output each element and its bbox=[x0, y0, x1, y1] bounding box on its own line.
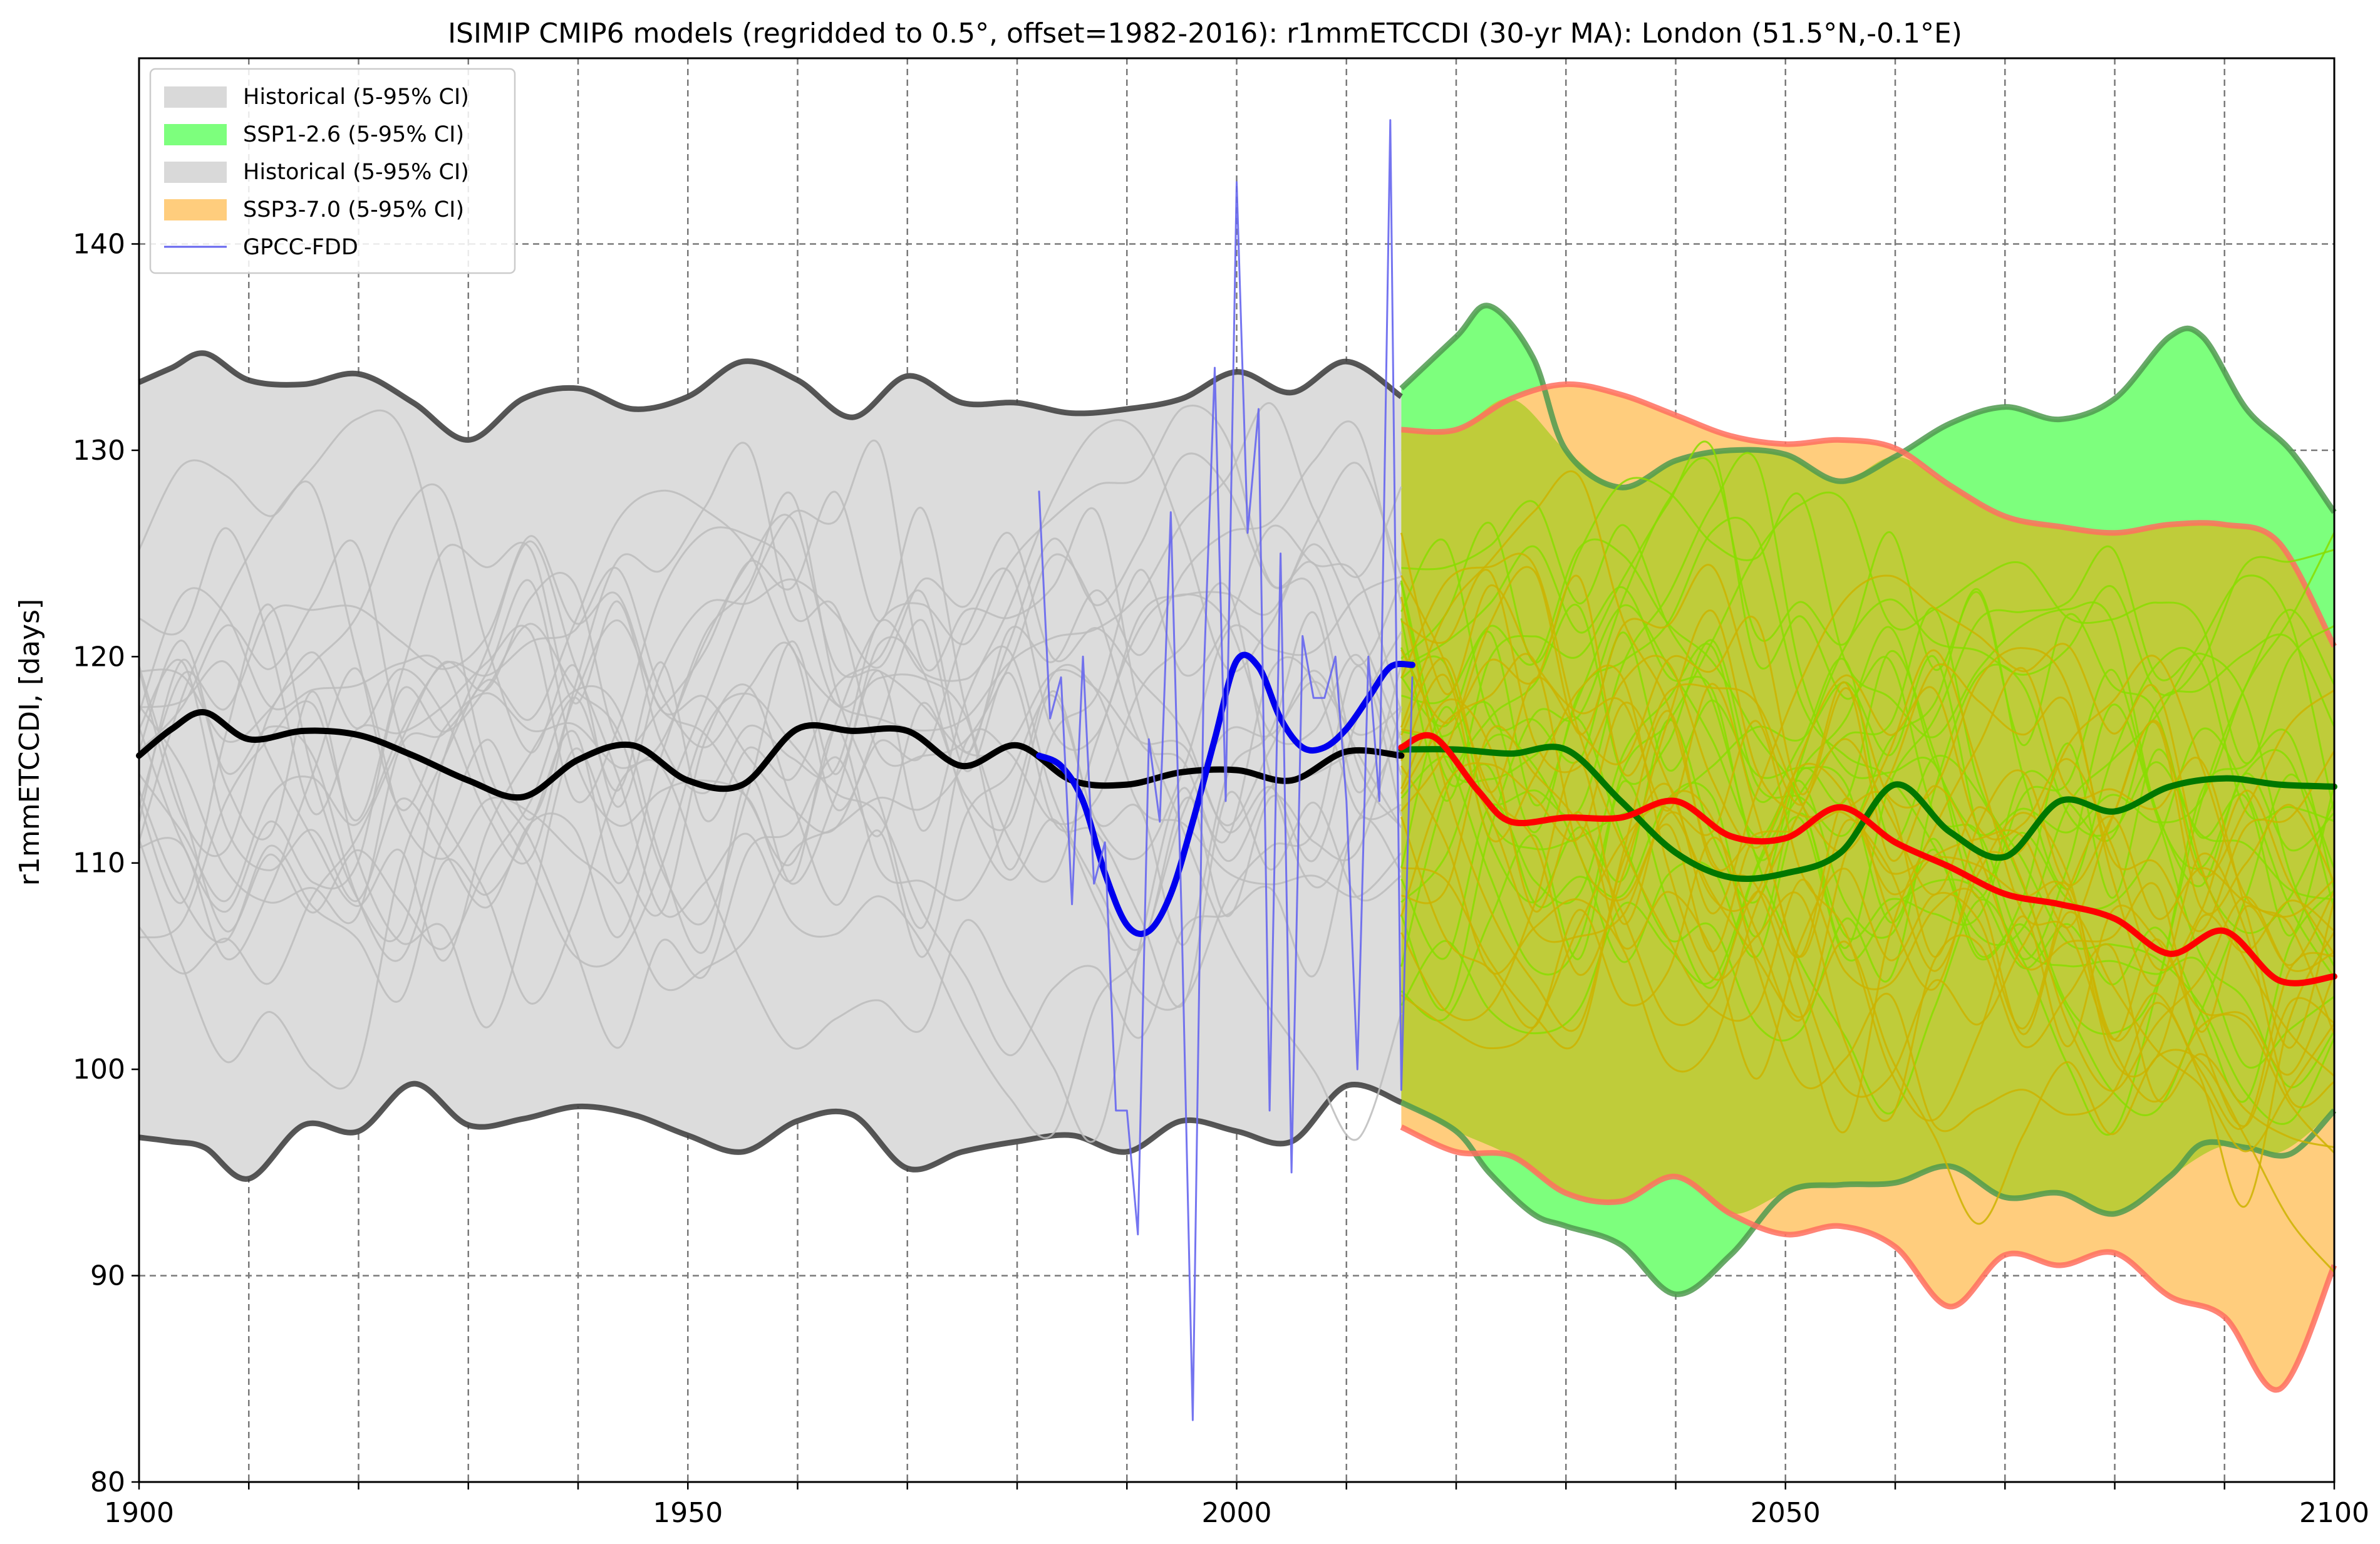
x-tick-label: 2050 bbox=[1751, 1497, 1821, 1529]
ensemble-member-historical bbox=[138, 540, 1402, 1139]
series-line-gpcc-fdd-30-yr-ma bbox=[1036, 651, 1415, 937]
x-tick-label: 2000 bbox=[1202, 1497, 1272, 1529]
y-axis-label: r1mmETCCDI, [days] bbox=[14, 599, 46, 886]
ensemble-member-historical bbox=[138, 541, 1402, 951]
ensemble-member-ssp370 bbox=[1400, 649, 2336, 1154]
ensemble-member-ssp370 bbox=[1400, 564, 2335, 1109]
y-axis-ticks: 80 90 100 110 120 130 140 bbox=[73, 228, 139, 1498]
y-tick-label: 120 bbox=[73, 641, 125, 673]
x-tick-label: 1900 bbox=[104, 1497, 174, 1529]
legend-label: SSP3-7.0 (5-95% CI) bbox=[243, 197, 464, 222]
series-line-ssp1-2-6-median bbox=[1398, 744, 2337, 883]
ensemble-member-ssp126 bbox=[1400, 452, 2336, 978]
legend-label: GPCC-FDD bbox=[243, 235, 358, 260]
ensemble-member-historical bbox=[138, 442, 1402, 865]
ensemble-member-ssp370 bbox=[1400, 574, 2336, 1077]
ensemble-member-ssp126 bbox=[1401, 500, 2336, 1136]
ensemble-member-ssp370 bbox=[1400, 532, 2335, 1127]
ensemble-member-historical bbox=[138, 524, 1402, 871]
ensemble-member-ssp370 bbox=[1400, 664, 2335, 1149]
legend: Historical (5-95% CI) SSP1-2.6 (5-95% CI)… bbox=[149, 68, 516, 274]
x-tick-label: 2100 bbox=[2299, 1497, 2369, 1529]
ensemble-member-ssp126 bbox=[1400, 588, 2335, 967]
ensemble-member-historical bbox=[138, 575, 1402, 1028]
legend-label: Historical (5-95% CI) bbox=[243, 160, 469, 185]
y-tick-label: 100 bbox=[73, 1054, 125, 1085]
x-tick-label: 1950 bbox=[653, 1497, 723, 1529]
ensemble-member-ssp370 bbox=[1400, 569, 2335, 929]
y-tick-label: 80 bbox=[90, 1466, 125, 1498]
ensemble-member-ssp370 bbox=[1400, 552, 2336, 1153]
ensemble-member-historical bbox=[138, 419, 1402, 962]
ensemble-member-ssp126 bbox=[1400, 655, 2336, 1089]
x-axis-ticks: 1900 1950 2000 2050 2100 bbox=[104, 1482, 2369, 1529]
ensemble-member-ssp370 bbox=[1400, 470, 2336, 1134]
ensemble-member-historical bbox=[138, 452, 1402, 992]
series-line-ssp3-7-0-median bbox=[1398, 732, 2337, 987]
ensemble-member-ssp126 bbox=[1400, 549, 2335, 938]
legend-swatch bbox=[164, 86, 227, 108]
legend-swatch bbox=[164, 199, 227, 220]
legend-swatch bbox=[164, 162, 227, 183]
ensemble-member-historical bbox=[138, 405, 1402, 962]
band-ssp126-upper-edge bbox=[1399, 303, 2337, 514]
band-ssp370-upper-edge bbox=[1401, 381, 2337, 648]
series-line-gpcc-fdd bbox=[1038, 119, 1414, 1421]
ensemble-member-historical bbox=[138, 490, 1402, 985]
ensemble-member-ssp370 bbox=[1400, 653, 2336, 1122]
band-historical-upper-edge bbox=[138, 350, 1403, 443]
ensemble-member-ssp126 bbox=[1400, 643, 2336, 1035]
ensemble-member-ssp370 bbox=[1400, 728, 2335, 1078]
series-lines bbox=[136, 119, 2337, 1421]
ensemble-member-ssp126 bbox=[1400, 608, 2336, 1035]
band-ssp126-lower-edge bbox=[1400, 1099, 2337, 1297]
legend-swatch bbox=[164, 124, 227, 145]
ensemble-member-historical bbox=[138, 439, 1402, 1141]
ensemble-member-ssp370 bbox=[1400, 698, 2335, 1080]
y-tick-label: 110 bbox=[73, 847, 125, 879]
ensemble-member-historical bbox=[138, 459, 1402, 1143]
ensemble-member-ssp370 bbox=[1400, 760, 2336, 1208]
ensemble-member-ssp370 bbox=[1400, 738, 2335, 1092]
legend-box bbox=[149, 68, 516, 274]
ensemble-member-ssp370 bbox=[1400, 710, 2336, 1050]
ensemble-member-ssp370 bbox=[1400, 574, 2336, 933]
ensemble-member-historical bbox=[138, 420, 1402, 950]
ensemble-member-ssp370 bbox=[1400, 805, 2336, 1273]
ensemble-member-historical bbox=[138, 491, 1402, 1003]
ensemble-member-historical bbox=[138, 514, 1402, 1005]
ensemble-member-historical bbox=[138, 623, 1402, 1011]
legend-label: SSP1-2.6 (5-95% CI) bbox=[243, 122, 464, 147]
ensemble-member-ssp126 bbox=[1400, 545, 2336, 967]
band-historical-lower-edge bbox=[138, 1080, 1403, 1182]
chart-title: ISIMIP CMIP6 models (regridded to 0.5°, … bbox=[448, 18, 1962, 49]
y-tick-label: 90 bbox=[90, 1260, 125, 1292]
y-tick-label: 140 bbox=[73, 228, 125, 260]
y-tick-label: 130 bbox=[73, 435, 125, 467]
band-ssp370-lower-edge bbox=[1400, 1124, 2337, 1393]
ensemble-member-ssp126 bbox=[1400, 491, 2335, 976]
series-line-historical-median bbox=[136, 709, 1405, 801]
legend-label: Historical (5-95% CI) bbox=[243, 85, 469, 110]
